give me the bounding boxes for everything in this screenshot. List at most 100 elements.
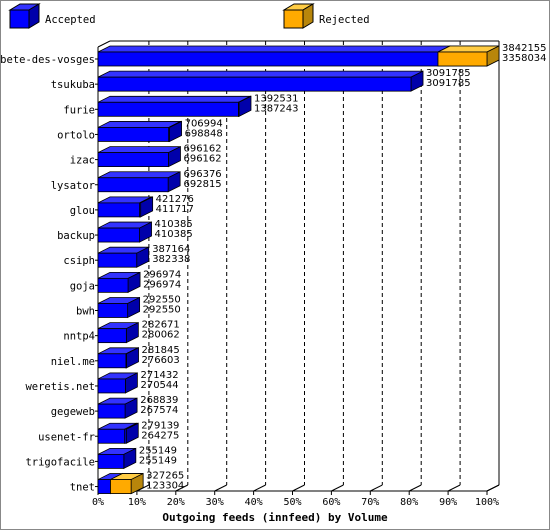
bar-accepted-backup (97, 221, 152, 243)
value-label-rejected-csiph: 382338 (152, 254, 190, 265)
x-tick-label-100: 100% (475, 497, 499, 508)
bar-accepted-lysator-face (97, 177, 169, 193)
bar-accepted-furie (97, 95, 251, 117)
category-label-tsukuba: tsukuba (51, 79, 95, 91)
category-label-gegeweb: gegeweb (51, 406, 95, 418)
bar-accepted-ortolo-face (97, 127, 170, 142)
gridline-foot-90 (447, 484, 461, 492)
x-axis-depth (486, 484, 500, 492)
y-axis-depth (97, 40, 111, 48)
bar-accepted-bwh (97, 296, 141, 319)
x-tick-label-40: 40% (245, 497, 263, 508)
bar-accepted-usenet-fr-face (97, 428, 126, 444)
gridline-foot-60 (331, 484, 344, 492)
bar-accepted-backup-face (97, 227, 140, 243)
bar-accepted-bete-des-vosges-face (97, 51, 439, 67)
value-label-accepted-niel-me: 281845 (142, 345, 180, 356)
gridline-foot-50 (292, 484, 305, 492)
bar-excess-niel-me-face (125, 353, 127, 369)
bars (97, 45, 500, 495)
value-label-accepted-furie: 1392531 (254, 93, 299, 104)
category-labels: bete-des-vosges tsukuba furie ortolo izac lys… (0, 54, 95, 494)
category-label-izac: izac (70, 155, 95, 167)
bar-accepted-tsukuba-face (97, 76, 412, 92)
bar-excess-furie (238, 95, 252, 117)
bar-accepted-lysator-top (97, 171, 181, 179)
value-label-accepted-izac: 696162 (183, 144, 221, 155)
bar-accepted-glou-face (97, 202, 141, 218)
category-label-lysator: lysator (51, 180, 95, 192)
value-label-accepted-ortolo: 706994 (185, 118, 223, 129)
bar-accepted-izac-face (97, 152, 169, 168)
x-tick-label-10: 10% (128, 497, 146, 508)
x-tick-labels: 0% 10% 20% 30% 40% 50% 60% 70% 80% 90% 100% (92, 497, 499, 508)
value-label-rejected-glou: 411717 (156, 204, 194, 215)
value-label-rejected-bete-des-vosges: 3358034 (502, 53, 547, 64)
gridline-foot-80 (408, 484, 422, 492)
category-label-ortolo: ortolo (57, 129, 95, 141)
value-label-accepted-nntp4: 282671 (142, 320, 180, 331)
bar-excess-furie-face (238, 101, 240, 117)
bar-accepted-trigofacile-face (97, 453, 125, 469)
bar-accepted-tsukuba-top (97, 70, 424, 78)
value-label-accepted-weretis-net: 271432 (140, 370, 178, 381)
bar-accepted-furie-face (97, 101, 239, 117)
bar-accepted-nntp4 (97, 322, 139, 344)
category-label-bete-des-vosges: bete-des-vosges (0, 54, 95, 66)
legend: Accepted Rejected (8, 3, 370, 29)
bar-accepted-weretis-net (97, 372, 138, 394)
category-label-niel-me: niel.me (51, 356, 95, 368)
x-axis-label: Outgoing feeds (innfeed) by Volume (162, 511, 388, 524)
bar-accepted-ortolo (97, 120, 182, 143)
value-label-accepted-lysator: 696376 (184, 169, 222, 180)
bar-accepted-izac (97, 145, 181, 168)
legend-label-accepted: Accepted (45, 14, 96, 26)
value-label-accepted-tnet: 327265 (146, 471, 184, 482)
value-label-rejected-furie: 1387243 (254, 103, 299, 114)
legend-item-accepted: Accepted (8, 3, 96, 29)
bar-accepted-furie-top (97, 95, 251, 103)
bar-excess-usenet-fr-face (124, 428, 127, 444)
category-label-nntp4: nntp4 (63, 331, 95, 343)
value-label-rejected-goja: 296974 (143, 279, 181, 290)
value-label-rejected-lysator: 692815 (184, 179, 222, 190)
bar-accepted-ortolo-top (97, 121, 181, 128)
x-tick-label-50: 50% (283, 497, 301, 508)
value-label-accepted-goja: 296974 (143, 269, 181, 280)
legend-swatch-accepted (9, 9, 30, 29)
bar-accepted-csiph (97, 246, 150, 268)
category-label-csiph: csiph (63, 255, 95, 267)
bar-accepted-niel-me-face (97, 353, 127, 369)
bar-rejected-tnet-face (110, 479, 132, 494)
bar-excess-ortolo (168, 120, 182, 143)
bar-accepted-bete-des-vosges (97, 45, 451, 67)
value-label-rejected-trigofacile: 255149 (139, 455, 177, 466)
value-label-rejected-tnet: 123304 (146, 481, 184, 492)
bar-excess-glou (139, 196, 154, 218)
x-tick-label-60: 60% (322, 497, 340, 508)
gridline-foot-20 (175, 484, 189, 492)
bar-accepted-tsukuba (97, 70, 424, 92)
value-label-accepted-tsukuba: 3091785 (426, 68, 471, 79)
gridline-foot-70 (370, 484, 383, 492)
x-tick-label-90: 90% (439, 497, 457, 508)
category-label-weretis-net: weretis.net (25, 381, 95, 393)
value-label-rejected-backup: 410385 (155, 229, 193, 240)
value-label-rejected-izac: 696162 (183, 154, 221, 165)
value-label-rejected-nntp4: 280062 (142, 330, 180, 341)
value-label-rejected-bwh: 292550 (143, 305, 181, 316)
value-label-accepted-gegeweb: 268839 (140, 395, 178, 406)
legend-label-rejected: Rejected (319, 14, 370, 26)
bar-accepted-bete-des-vosges-top (97, 45, 451, 53)
bar-accepted-trigofacile (97, 447, 137, 470)
x-tick-label-30: 30% (206, 497, 224, 508)
bar-excess-ortolo-face (168, 127, 170, 142)
value-label-rejected-niel-me: 276603 (142, 355, 180, 366)
gridline-foot-40 (253, 484, 266, 492)
value-label-accepted-bwh: 292550 (143, 295, 181, 306)
bar-excess-glou-face (139, 202, 142, 218)
bar-accepted-gegeweb-face (97, 403, 126, 419)
x-tick-label-20: 20% (167, 497, 185, 508)
